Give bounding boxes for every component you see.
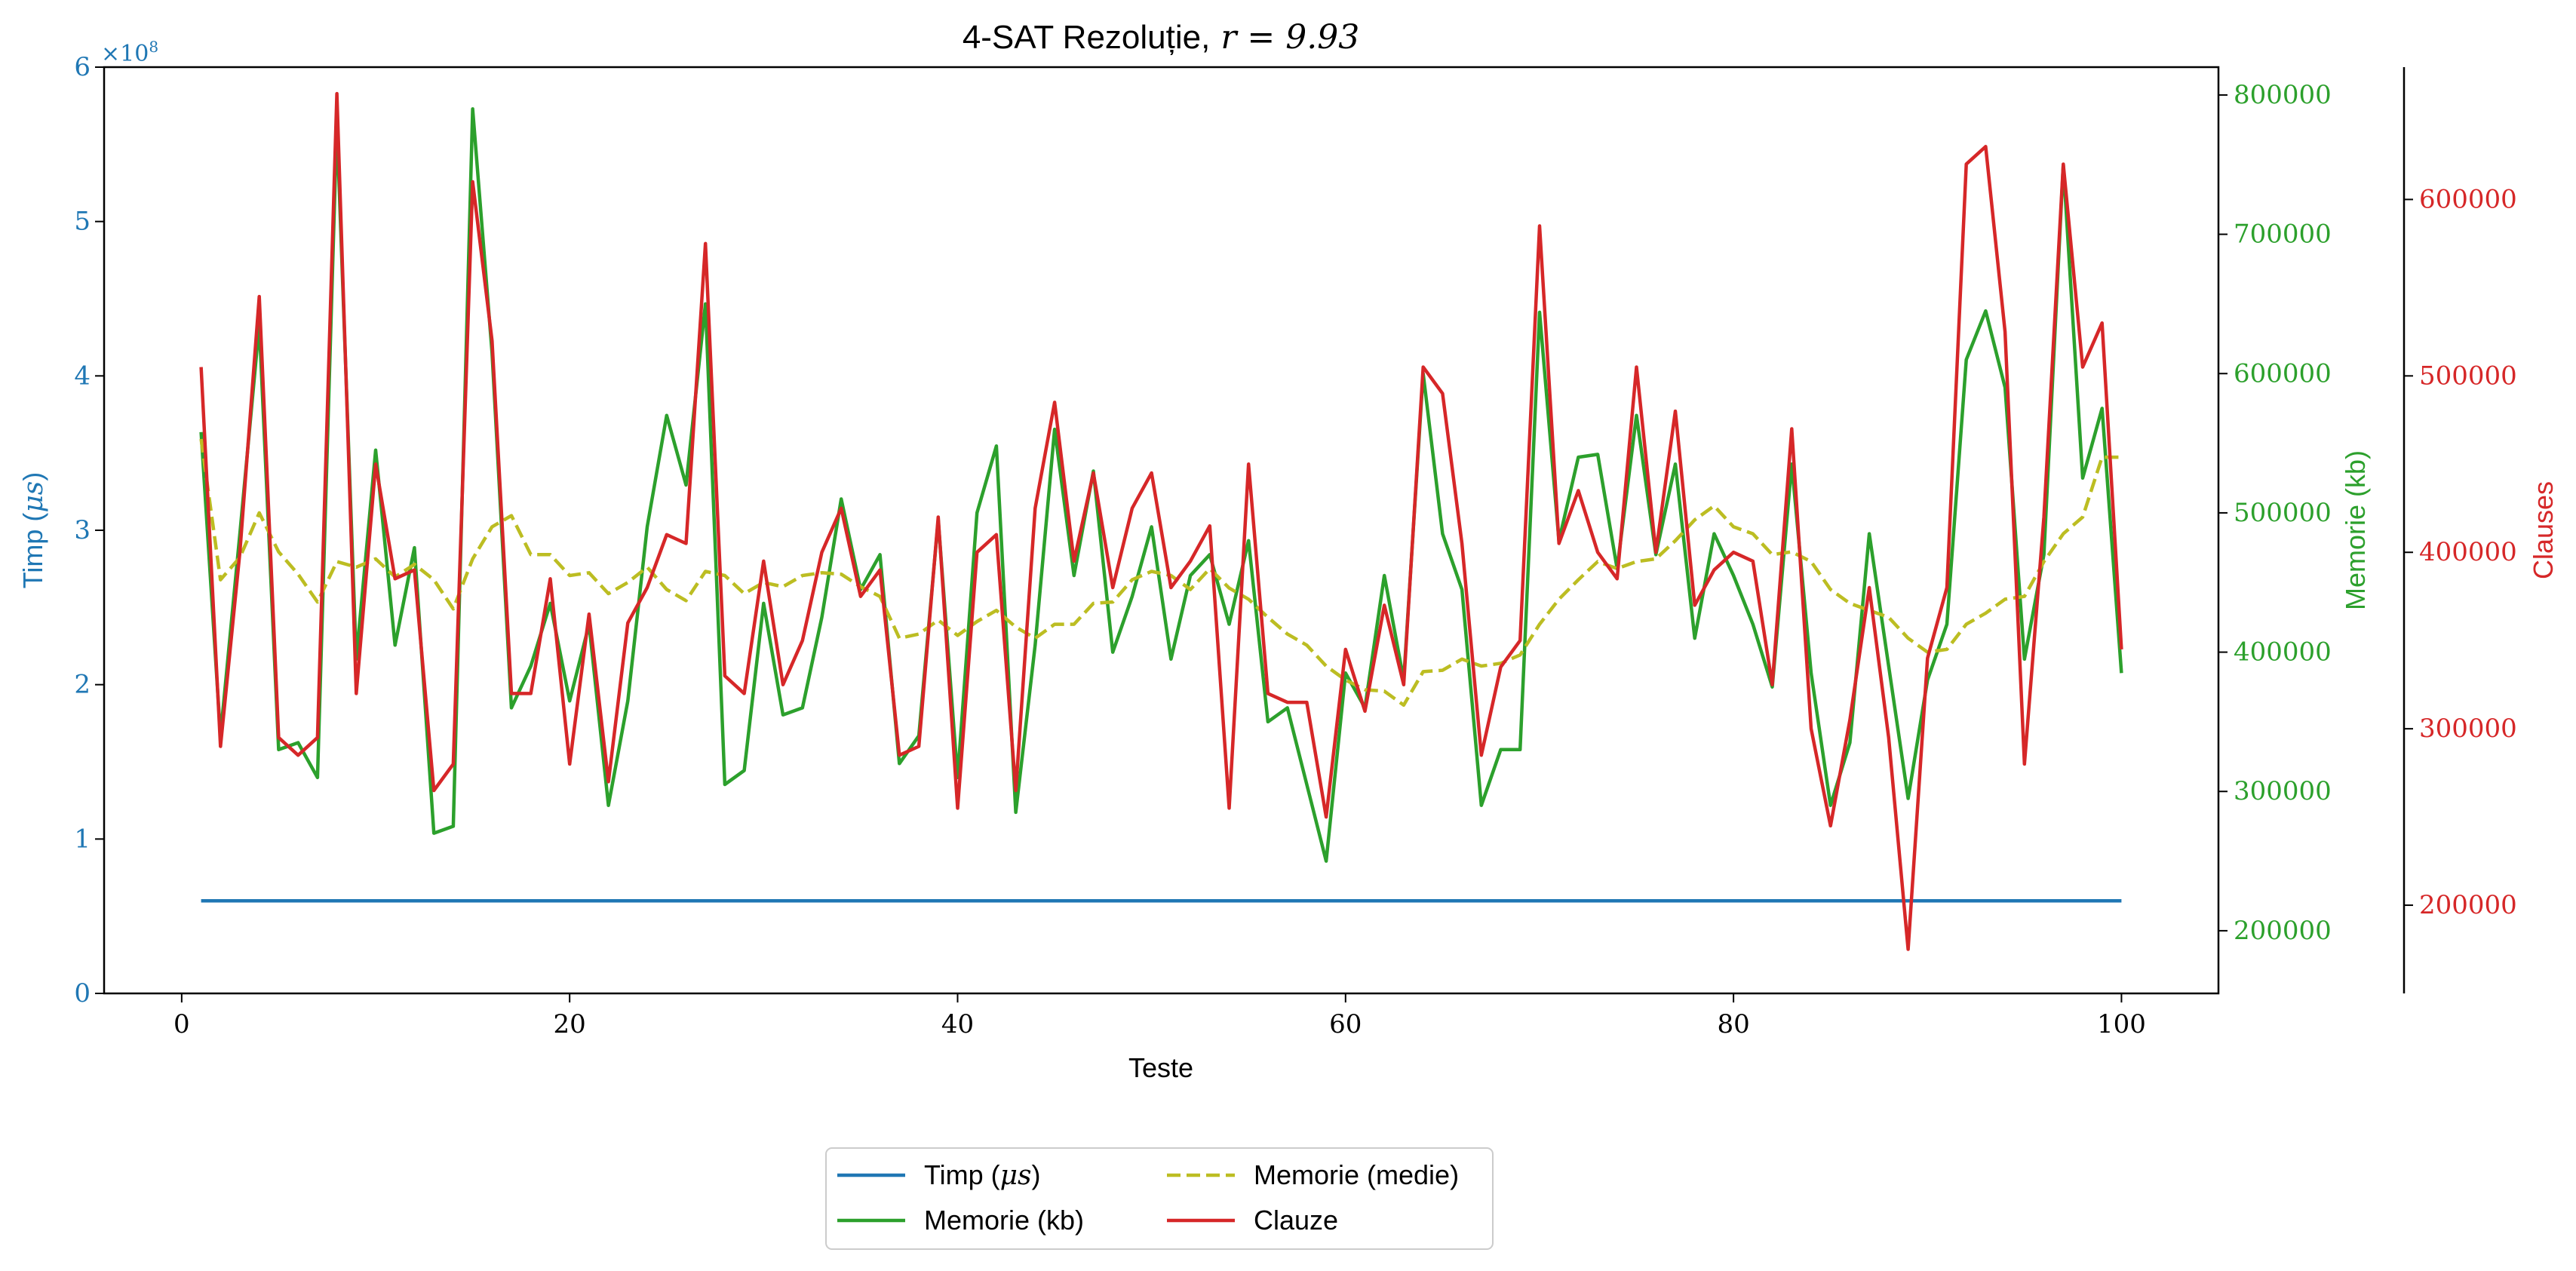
right1-tick-label: 800000 xyxy=(2234,80,2332,110)
left-axis-scale-label: ×108 xyxy=(101,38,158,67)
left-tick-label: 6 xyxy=(74,52,91,82)
right1-tick-label: 500000 xyxy=(2234,498,2332,528)
right2-tick-label: 300000 xyxy=(2419,714,2517,744)
series-line-clauze xyxy=(199,91,2123,951)
right2-axis-ticks: 200000 300000 400000 500000 600000 xyxy=(2404,184,2517,920)
right1-axis-ticks: 200000 300000 400000 500000 600000 700000 8000… xyxy=(2218,80,2332,946)
x-tick-label: 80 xyxy=(1717,1009,1749,1039)
chart-title: 4-SAT Rezoluție, r = 9.93 xyxy=(963,18,1359,57)
right2-tick-label: 200000 xyxy=(2419,890,2517,920)
left-tick-label: 4 xyxy=(74,361,91,391)
x-tick-label: 20 xyxy=(554,1009,586,1039)
right1-tick-label: 200000 xyxy=(2234,916,2332,946)
x-axis-ticks: 0 20 40 60 80 100 xyxy=(173,993,2146,1039)
series-layer xyxy=(199,91,2123,951)
left-axis-label: Timp (μs) xyxy=(17,472,49,589)
x-tick-label: 60 xyxy=(1329,1009,1362,1039)
x-tick-label: 0 xyxy=(173,1009,190,1039)
left-tick-label: 0 xyxy=(74,978,91,1009)
legend-label-memorie-kb: Memorie (kb) xyxy=(924,1205,1084,1236)
legend: Timp (μs) Memorie (medie) Memorie (kb) C… xyxy=(825,1147,1494,1250)
right2-tick-label: 500000 xyxy=(2419,361,2517,391)
series-line-memorie-kb xyxy=(199,107,2123,863)
legend-label-timp: Timp (μs) xyxy=(924,1159,1041,1191)
right1-tick-label: 600000 xyxy=(2234,358,2332,388)
legend-box xyxy=(825,1147,1494,1250)
right1-tick-label: 300000 xyxy=(2234,776,2332,806)
legend-label-clauze: Clauze xyxy=(1254,1205,1338,1236)
left-axis-ticks: 0 1 2 3 4 5 6 xyxy=(74,52,104,1009)
right1-tick-label: 700000 xyxy=(2234,220,2332,250)
legend-label-memorie-medie: Memorie (medie) xyxy=(1254,1159,1459,1190)
x-tick-label: 100 xyxy=(2097,1009,2146,1039)
right2-axis-label: Clauses xyxy=(2528,481,2559,579)
left-tick-label: 2 xyxy=(74,670,91,700)
right2-tick-label: 600000 xyxy=(2419,184,2517,214)
left-tick-label: 5 xyxy=(74,207,91,237)
right1-tick-label: 400000 xyxy=(2234,637,2332,668)
left-tick-label: 3 xyxy=(74,515,91,545)
x-axis-label: Teste xyxy=(1128,1052,1193,1083)
left-tick-label: 1 xyxy=(74,824,91,854)
right1-axis-label: Memorie (kb) xyxy=(2340,450,2371,610)
x-tick-label: 40 xyxy=(941,1009,974,1039)
right2-tick-label: 400000 xyxy=(2419,537,2517,567)
series-line-memorie-medie xyxy=(199,438,2122,708)
